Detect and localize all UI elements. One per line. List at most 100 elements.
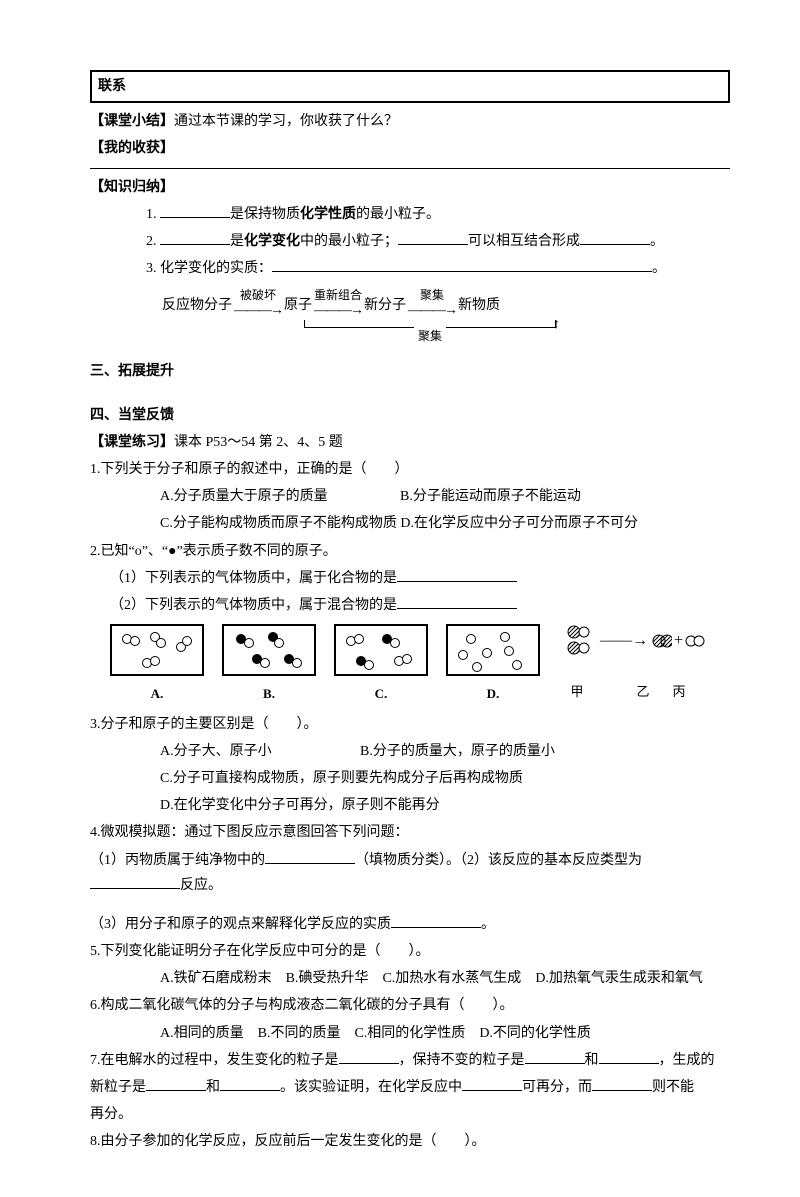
q5-opts: A.铁矿石磨成粉末 B.碘受热升华 C.加热水有水蒸气生成 D.加热氧气汞生成汞…: [90, 966, 730, 991]
knowledge-title: 【知识归纳】: [90, 175, 730, 200]
spacer: [90, 900, 730, 910]
exercise-head-bold: 【课堂练习】: [90, 435, 174, 450]
table-box: 联系: [90, 70, 730, 103]
k1-bold: 化学性质: [300, 207, 356, 222]
q7h: 可再分，而: [522, 1080, 592, 1095]
arrow-icon: ———→: [408, 303, 456, 318]
blank: [391, 914, 481, 928]
q7f: 和: [206, 1080, 220, 1095]
flow-bracket: 聚集 ↑: [90, 320, 730, 342]
flow-arrow-2: 重新组合 ———→: [314, 289, 362, 318]
q2-sub1: （1）下列表示的气体物质中，属于化合物的是: [90, 566, 730, 591]
react-bing-icon: [685, 631, 705, 651]
flow-arrow-3: 聚集 ———→: [408, 289, 456, 318]
q6c: C.相同的化学性质: [354, 1026, 465, 1041]
q7c: 和: [585, 1053, 599, 1068]
summary-text: 通过本节课的学习，你收获了什么？: [174, 114, 398, 129]
up-arrow-icon: ↑: [553, 312, 560, 337]
q4s1a: （1）丙物质属于纯净物中的: [90, 853, 265, 868]
k1-num: 1.: [146, 207, 160, 222]
q6b: B.不同的质量: [258, 1026, 341, 1041]
blank: [90, 875, 180, 889]
q4s3a: （3）用分子和原子的观点来解释化学反应的实质: [90, 917, 391, 932]
knowledge-item-1: 1. 是保持物质化学性质的最小粒子。: [90, 202, 730, 227]
q7g: 。该实验证明，在化学反应中: [280, 1080, 462, 1095]
q7-line2: 新粒子是和。该实验证明，在化学反应中可再分，而则不能: [90, 1075, 730, 1100]
mol-box-b: [222, 624, 316, 676]
q7e: 新粒子是: [90, 1080, 146, 1095]
blank: [339, 1050, 399, 1064]
flow-a3-label: 聚集: [420, 289, 444, 302]
blank: [160, 231, 230, 245]
blank: [160, 204, 230, 218]
blank: [580, 231, 650, 245]
molecule-diagrams: ——→ +: [110, 624, 730, 676]
q2: 2.已知“o”、“●”表示质子数不同的原子。: [90, 539, 730, 564]
flow-diagram: 反应物分子 被破坏 ———→ 原子 重新组合 ———→ 新分子 聚集 ———→ …: [90, 289, 730, 318]
section-3-title: 三、拓展提升: [90, 359, 730, 384]
q1-opts-row1: A.分子质量大于原子的质量B.分子能运动而原子不能运动: [90, 484, 730, 509]
arrow-icon: ——→: [596, 627, 652, 656]
flow-node-2: 原子: [282, 293, 314, 318]
q7d: ，生成的: [659, 1053, 715, 1068]
blank: [599, 1050, 659, 1064]
q1-opt-b: B.分子能运动而原子不能运动: [400, 489, 581, 504]
k3-t2: 。: [652, 261, 666, 276]
blank-long: [272, 258, 652, 272]
q6d: D.不同的化学性质: [479, 1026, 591, 1041]
q5a: A.铁矿石磨成粉末: [160, 971, 272, 986]
exercise-head-text: 课本 P53～54 第 2、4、5 题: [174, 435, 343, 450]
q5c: C.加热水有水蒸气生成: [382, 971, 521, 986]
q4s1c: 反应。: [180, 878, 222, 893]
react-jia-icon: [566, 624, 596, 658]
k2-t4: 。: [650, 234, 664, 249]
exercise-head: 【课堂练习】课本 P53～54 第 2、4、5 题: [90, 430, 730, 455]
q8: 8.由分子参加的化学反应，反应前后一定发生变化的是（ ）。: [90, 1129, 730, 1154]
k1-t1: 是保持物质: [230, 207, 300, 222]
lab-a: A.: [110, 682, 204, 705]
q7-line3: 再分。: [90, 1102, 730, 1127]
molecule-labels: A. B. C. D.: [110, 682, 540, 705]
blank: [398, 231, 468, 245]
flow-ju-label: 聚集: [414, 326, 446, 348]
r-jia: 甲: [562, 680, 592, 703]
q1-opt-c: C.分子能构成物质而原子不能构成物质: [160, 516, 397, 531]
q1: 1.下列关于分子和原子的叙述中，正确的是（ ）: [90, 457, 730, 482]
divider: [90, 168, 730, 169]
summary-line: 【课堂小结】通过本节课的学习，你收获了什么？: [90, 109, 730, 134]
k1-t2: 的最小粒子。: [356, 207, 440, 222]
q3-opt-d: D.在化学变化中分子可再分，原子则不能再分: [90, 793, 730, 818]
k2-bold: 化学变化: [244, 234, 300, 249]
q3-opt-a: A.分子大、原子小: [160, 739, 360, 764]
box-label: 联系: [98, 79, 126, 94]
reaction-diagram: ——→ +: [566, 624, 705, 658]
q4s3b: 。: [481, 917, 495, 932]
k2-num: 2.: [146, 234, 160, 249]
arrow-icon: ———→: [234, 303, 282, 318]
flow-a2-label: 重新组合: [314, 289, 362, 302]
q1-opt-a: A.分子质量大于原子的质量: [160, 484, 400, 509]
q2s2-text: （2）下列表示的气体物质中，属于混合物的是: [110, 598, 397, 613]
q1-opts-row2: C.分子能构成物质而原子不能构成物质 D.在化学反应中分子可分而原子不可分: [90, 511, 730, 536]
q5d: D.加热氧气汞生成汞和氧气: [535, 971, 703, 986]
q7a: 7.在电解水的过程中，发生变化的粒子是: [90, 1053, 339, 1068]
blank: [397, 568, 517, 582]
my-gain-title: 【我的收获】: [90, 136, 730, 161]
mol-box-a: [110, 624, 204, 676]
q2-sub2: （2）下列表示的气体物质中，属于混合物的是: [90, 593, 730, 618]
k2-t1: 是: [230, 234, 244, 249]
plus-icon: +: [672, 627, 685, 656]
q4: 4.微观模拟题：通过下图反应示意图回答下列问题：: [90, 820, 730, 845]
q3: 3.分子和原子的主要区别是（ ）。: [90, 712, 730, 737]
q5b: B.碘受热升华: [286, 971, 369, 986]
blank: [525, 1050, 585, 1064]
k3-t1: 3. 化学变化的实质：: [146, 261, 272, 276]
blank: [146, 1077, 206, 1091]
q4-sub1: （1）丙物质属于纯净物中的（填物质分类）。（2）该反应的基本反应类型为反应。: [90, 848, 730, 898]
flow-node-1: 反应物分子: [160, 293, 234, 318]
react-labels: 甲 乙 丙: [562, 680, 690, 703]
react-yi-icon: [652, 631, 672, 651]
flow-node-4: 新物质: [456, 293, 502, 318]
r-yi: 乙: [632, 680, 654, 703]
q7b: ，保持不变的粒子是: [399, 1053, 525, 1068]
